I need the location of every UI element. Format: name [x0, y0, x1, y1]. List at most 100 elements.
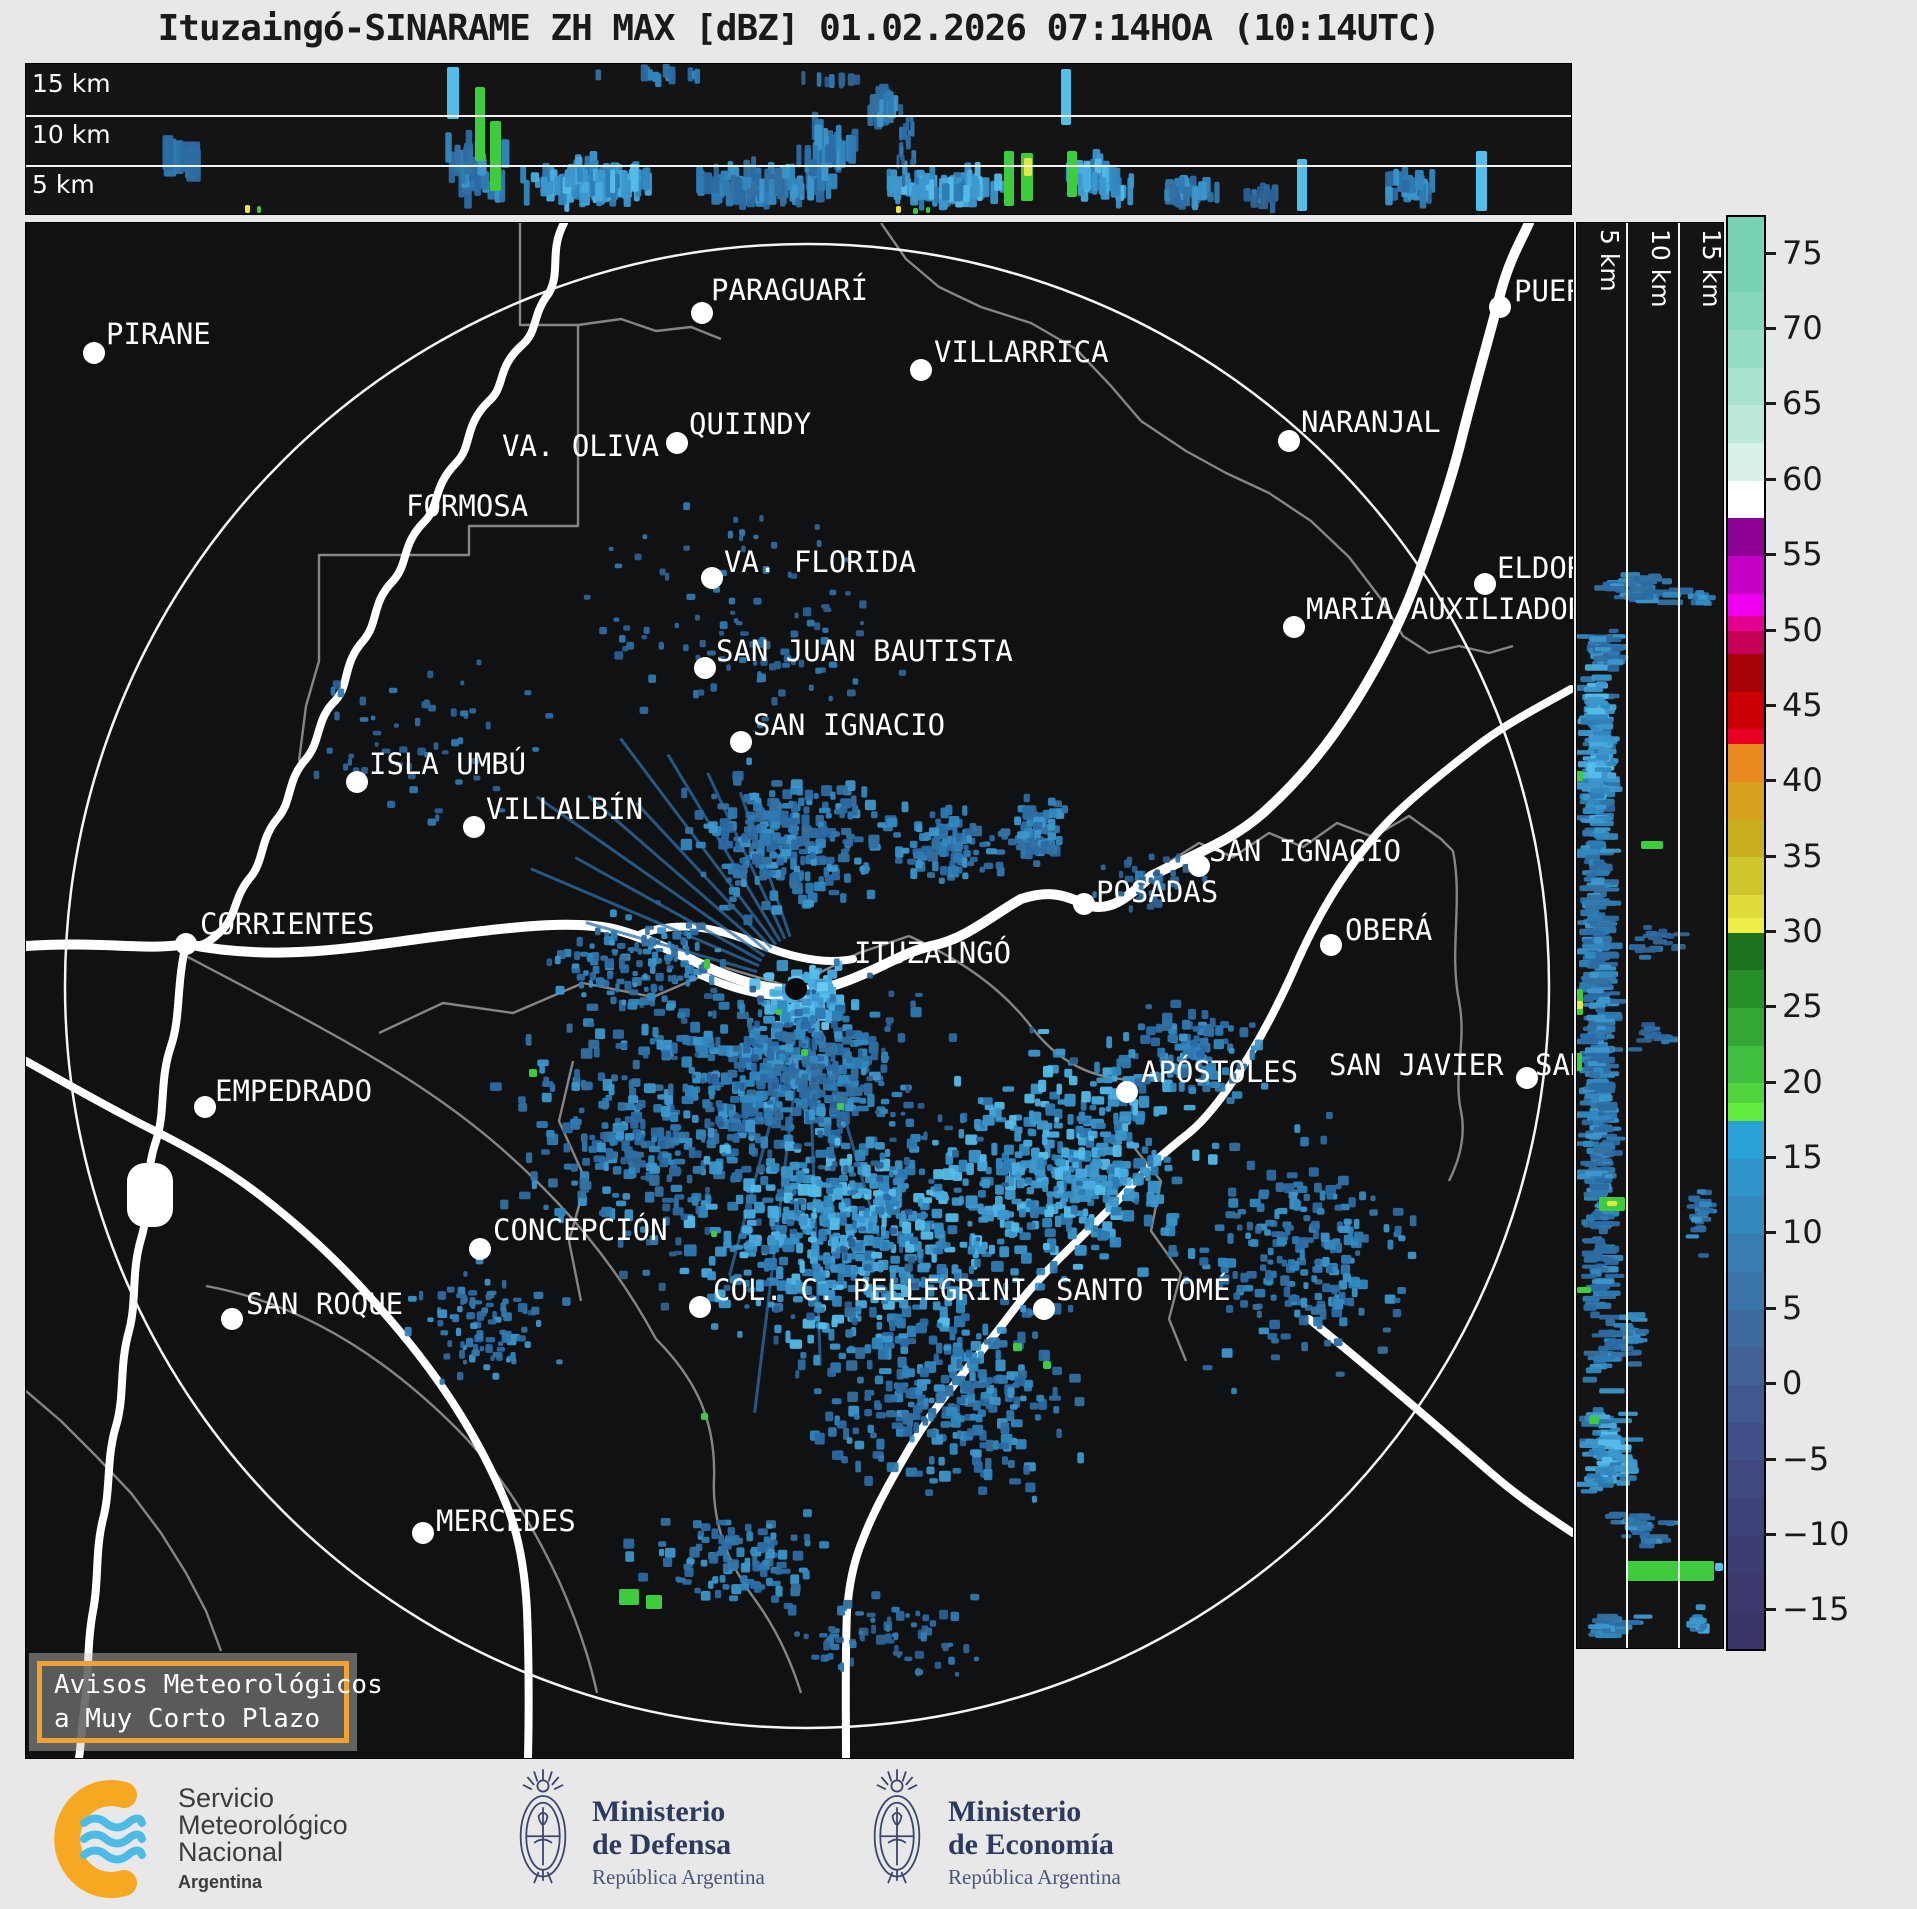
colorbar-tick [1764, 1382, 1776, 1386]
radar-range-ring [63, 242, 1551, 1730]
city-dot [1474, 573, 1496, 595]
height-axis-label: 10 km [32, 120, 111, 149]
short-term-warnings-text: Avisos Meteorológicos a Muy Corto Plazo [37, 1661, 383, 1743]
colorbar-segment [1728, 556, 1764, 594]
ministerio-defensa-wordmark: Ministerio de Defensa República Argentin… [592, 1795, 765, 1889]
radar-spoke [574, 856, 763, 963]
city-label: MERCEDES [436, 1504, 576, 1538]
colorbar-segment [1728, 1347, 1764, 1385]
colorbar-tick [1764, 1532, 1776, 1536]
colorbar-tick-label: 30 [1782, 912, 1823, 950]
city-label: NARANJAL [1301, 405, 1441, 439]
colorbar-tick-label: 25 [1782, 987, 1823, 1026]
city-label: ELDORADO [1497, 551, 1573, 585]
city-dot [1033, 1298, 1055, 1320]
colorbar-segment [1728, 1196, 1764, 1235]
city-dot [1278, 430, 1300, 452]
colorbar-segment [1728, 729, 1764, 745]
colorbar-segment [1728, 1234, 1764, 1272]
city-dot [1283, 616, 1305, 638]
colorbar-segment [1728, 1271, 1764, 1310]
colorbar-tick [1764, 251, 1776, 255]
top-cross-section-echoes [162, 64, 1487, 214]
height-axis-label: 15 km [32, 69, 111, 98]
colorbar-tick-label: 75 [1782, 233, 1823, 272]
short-term-warnings-badge[interactable]: Avisos Meteorológicos a Muy Corto Plazo [29, 1653, 383, 1751]
city-dot [463, 816, 485, 838]
right-cross-section-echoes [1577, 572, 1723, 1639]
height-gridline [26, 115, 1571, 117]
city-dot [1073, 893, 1095, 915]
colorbar-segment [1728, 405, 1764, 444]
colorbar-segment [1728, 1121, 1764, 1159]
colorbar-tick-label: 5 [1782, 1288, 1803, 1327]
radar-spoke [587, 794, 769, 954]
colorbar-tick [1764, 1457, 1776, 1461]
river [26, 223, 1534, 996]
city-label-layer: PIRANE PARAGUARÍ VILLARRICA QUIINDY VA. OLIV… [26, 223, 1573, 1758]
height-gridline [26, 165, 1571, 167]
city-label: CORRIENTES [200, 907, 375, 941]
city-label: OBERÁ [1345, 913, 1433, 947]
colorbar-tick-label: 50 [1782, 610, 1823, 649]
colorbar-segment [1728, 782, 1764, 820]
colorbar-tick-label: 35 [1782, 836, 1823, 875]
crest-sun-rays [876, 1769, 918, 1791]
crest-sun-rays [522, 1769, 564, 1791]
coat-of-arms-economia-icon [873, 1769, 921, 1884]
colorbar-tick-label: 55 [1782, 535, 1823, 574]
colorbar-segment [1728, 1573, 1764, 1611]
coat-of-arms-defensa-icon [519, 1769, 567, 1884]
colorbar-tick-label: 65 [1782, 384, 1823, 423]
admin-border [655, 1338, 803, 1694]
admin-border [1140, 420, 1514, 655]
radar-map: PIRANE PARAGUARÍ VILLARRICA QUIINDY VA. OLIV… [25, 222, 1574, 1759]
river [841, 685, 1573, 1758]
city-dot [689, 1296, 711, 1318]
colorbar-tick-label: −10 [1782, 1514, 1850, 1553]
colorbar-segment [1728, 443, 1764, 481]
colorbar-segment [1728, 1422, 1764, 1461]
footer: Servicio Meteorológico Nacional Argentin… [0, 1757, 1917, 1909]
colorbar-tick-label: −15 [1782, 1590, 1850, 1629]
city-label: APÓSTOLES [1141, 1055, 1299, 1089]
colorbar-segment [1728, 691, 1764, 730]
colorbar-tick [1764, 477, 1776, 481]
colorbar-segment [1728, 654, 1764, 692]
height-axis-label: 10 km [1646, 229, 1675, 308]
colorbar-tick [1764, 628, 1776, 632]
city-dot [730, 731, 752, 753]
admin-border [26, 1390, 223, 1652]
city-dot [175, 933, 197, 955]
city-label: PIRANE [106, 317, 211, 351]
height-gridline [1626, 223, 1628, 1648]
colorbar-segment [1728, 1610, 1764, 1649]
colorbar-tick [1764, 1608, 1776, 1612]
colorbar-tick-label: 15 [1782, 1138, 1823, 1177]
city-dot [1320, 934, 1342, 956]
colorbar-segment [1728, 1309, 1764, 1348]
colorbar-segment [1728, 1083, 1764, 1104]
city-label: PARAGUARÍ [711, 273, 869, 307]
river [26, 1057, 533, 1758]
colorbar-tick [1764, 553, 1776, 557]
admin-border [577, 317, 722, 341]
colorbar-tick-label: 0 [1782, 1364, 1803, 1403]
right-cross-section-panel: 5 km 10 km 15 km [1576, 222, 1726, 1649]
river-wide-section [127, 1163, 173, 1227]
colorbar-segment [1728, 518, 1764, 557]
smn-wordmark: Servicio Meteorológico Nacional Argentin… [178, 1785, 348, 1896]
city-dot [194, 1096, 216, 1118]
smn-orange-arc [54, 1780, 137, 1898]
admin-border [185, 954, 658, 1340]
city-dot [910, 359, 932, 381]
height-axis-label: 5 km [32, 170, 95, 199]
radar-map-graphics [26, 223, 1573, 1758]
colorbar-segment [1728, 1158, 1764, 1197]
city-label: COL. C. PELLEGRINI [713, 1273, 1028, 1307]
river [1305, 1315, 1573, 1537]
city-label: FORMOSA [406, 489, 529, 523]
admin-border [1447, 850, 1464, 1182]
city-dot [1516, 1067, 1538, 1089]
colorbar-segment [1728, 1497, 1764, 1536]
